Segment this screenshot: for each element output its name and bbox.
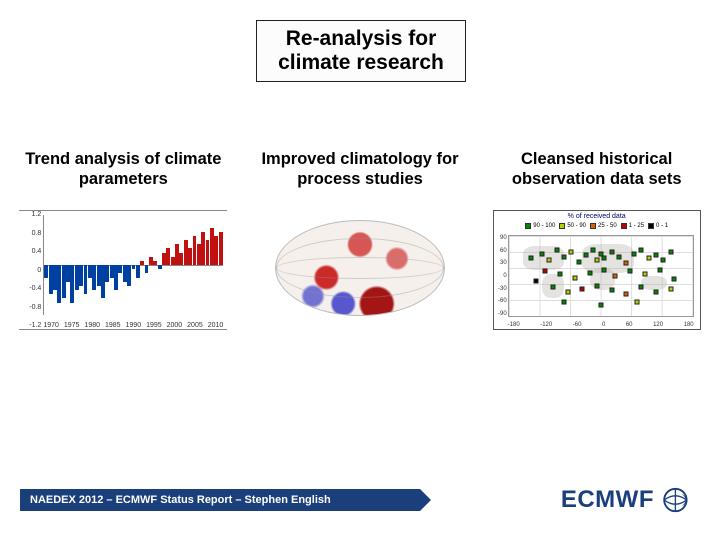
footer-text: NAEDEX 2012 – ECMWF Status Report – Step… [30,494,331,506]
column-3-heading: Cleansed historical observation data set… [487,150,706,192]
map-legend: 90 - 10050 - 9025 - 501 - 250 - 1 [500,223,694,229]
footer-bar: NAEDEX 2012 – ECMWF Status Report – Step… [20,489,420,511]
column-3: Cleansed historical observation data set… [487,150,706,330]
column-1-heading: Trend analysis of climate parameters [14,150,233,192]
map-title: % of received data [494,213,700,220]
logo-text: ECMWF [561,486,654,514]
slide-title: Re-analysis for climate research [256,20,466,82]
globe-icon [275,220,445,316]
column-2: Improved climatology for process studies [251,150,470,330]
slide-footer: NAEDEX 2012 – ECMWF Status Report – Step… [20,486,700,514]
trend-bar-chart: 1.20.80.40-0.4-0.8-1.2 19701975198019851… [19,210,227,330]
globe-climatology [256,210,464,330]
columns-row: Trend analysis of climate parameters 1.2… [14,150,706,330]
obs-coverage-map: % of received data 90 - 10050 - 9025 - 5… [493,210,701,330]
ecmwf-logo: ECMWF [561,486,700,514]
column-1: Trend analysis of climate parameters 1.2… [14,150,233,330]
column-2-heading: Improved climatology for process studies [251,150,470,192]
logo-globe-icon [662,486,700,514]
